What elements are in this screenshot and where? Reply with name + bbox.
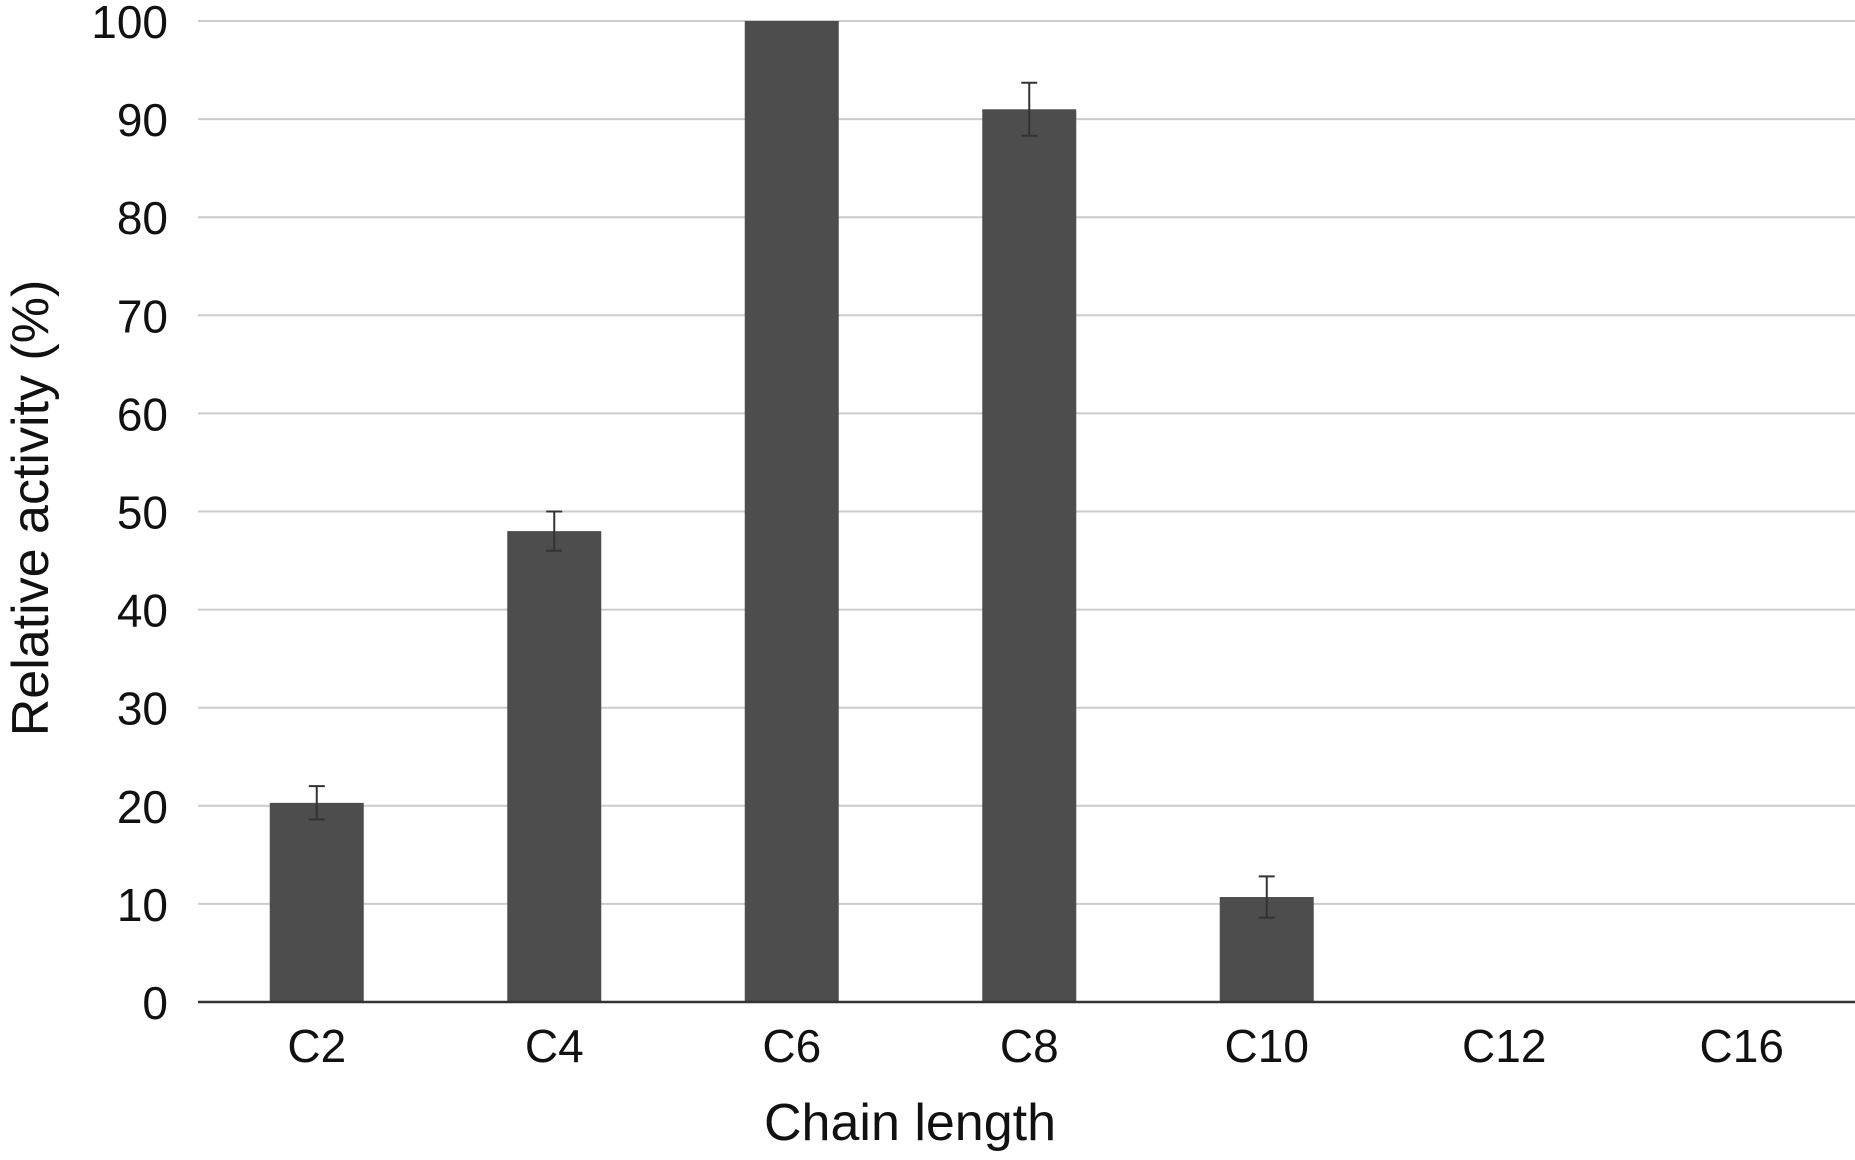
x-tick-label-c12: C12	[1462, 1020, 1546, 1072]
x-tick-label-c2: C2	[287, 1020, 346, 1072]
error-bar-c4	[546, 510, 563, 552]
y-tick-label: 0	[142, 977, 168, 1029]
y-tick-label: 90	[117, 94, 168, 146]
y-tick-label: 60	[117, 388, 168, 440]
bar-c8	[982, 109, 1077, 1003]
bar-c6	[744, 21, 839, 1002]
bar-c4	[507, 531, 602, 1002]
y-tick-label: 100	[91, 0, 168, 48]
x-axis-title: Chain length	[764, 1094, 1056, 1152]
y-tick-label: 80	[117, 192, 168, 244]
x-tick-label-c4: C4	[525, 1020, 584, 1072]
y-tick-label: 70	[117, 290, 168, 342]
y-tick-label: 30	[117, 683, 168, 735]
error-bars	[308, 81, 1275, 919]
x-tick-label-c10: C10	[1225, 1020, 1309, 1072]
y-tick-label: 50	[117, 487, 168, 539]
x-tick-label-c6: C6	[762, 1020, 821, 1072]
x-tick-label-c16: C16	[1700, 1020, 1784, 1072]
y-tick-label: 40	[117, 585, 168, 637]
x-tick-label-c8: C8	[1000, 1020, 1059, 1072]
y-tick-label: 10	[117, 879, 168, 931]
error-bar-c10	[1258, 875, 1275, 919]
x-tick-labels: C2 C4 C6 C8 C10 C12 C16	[287, 1020, 1784, 1072]
y-tick-labels: 0 10 20 30 40 50 60 70 80 90 100	[91, 0, 168, 1029]
y-axis-title: Relative activity (%)	[2, 280, 60, 737]
error-bar-c2	[308, 785, 325, 821]
bars	[269, 21, 1314, 1003]
error-bar-c8	[1021, 81, 1038, 137]
bar-c2	[269, 802, 364, 1002]
y-tick-label: 20	[117, 781, 168, 833]
